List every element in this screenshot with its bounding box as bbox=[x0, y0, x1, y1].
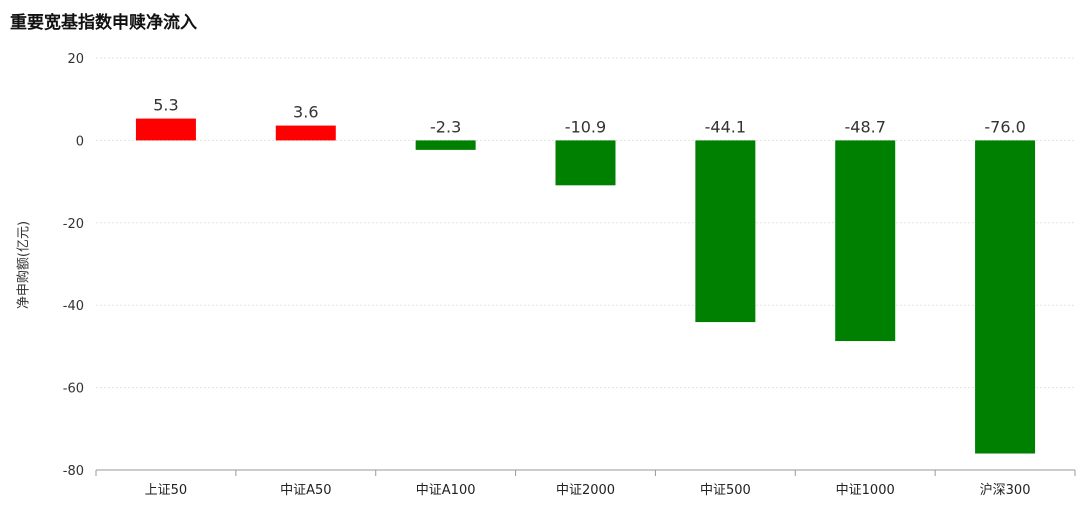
x-tick-label: 上证50 bbox=[145, 483, 188, 498]
data-label: -44.1 bbox=[705, 117, 746, 136]
y-tick-label: -80 bbox=[63, 464, 84, 479]
x-tick-label: 中证500 bbox=[700, 483, 751, 498]
data-label: -2.3 bbox=[430, 117, 461, 136]
bar bbox=[695, 140, 756, 323]
bar bbox=[555, 140, 616, 186]
y-tick-label: -40 bbox=[63, 299, 84, 314]
x-tick-label: 中证A50 bbox=[280, 483, 331, 498]
bar bbox=[975, 140, 1036, 454]
x-tick-label: 中证2000 bbox=[556, 483, 615, 498]
chart-title: 重要宽基指数申赎净流入 bbox=[10, 13, 197, 33]
x-tick-label: 中证1000 bbox=[836, 483, 895, 498]
bar bbox=[415, 140, 476, 150]
y-tick-label: 0 bbox=[76, 134, 84, 149]
data-label: -48.7 bbox=[845, 117, 886, 136]
data-label: 3.6 bbox=[293, 103, 318, 122]
bar bbox=[835, 140, 896, 342]
y-tick-label: -20 bbox=[63, 217, 84, 232]
y-tick-label: 20 bbox=[67, 52, 84, 67]
x-tick-label: 沪深300 bbox=[980, 482, 1031, 498]
data-label: 5.3 bbox=[153, 96, 178, 115]
bar bbox=[135, 118, 196, 141]
y-tick-label: -60 bbox=[63, 382, 84, 397]
data-label: -76.0 bbox=[984, 117, 1025, 136]
x-tick-label: 中证A100 bbox=[416, 483, 476, 498]
data-label: -10.9 bbox=[565, 117, 606, 136]
bar bbox=[275, 125, 336, 141]
